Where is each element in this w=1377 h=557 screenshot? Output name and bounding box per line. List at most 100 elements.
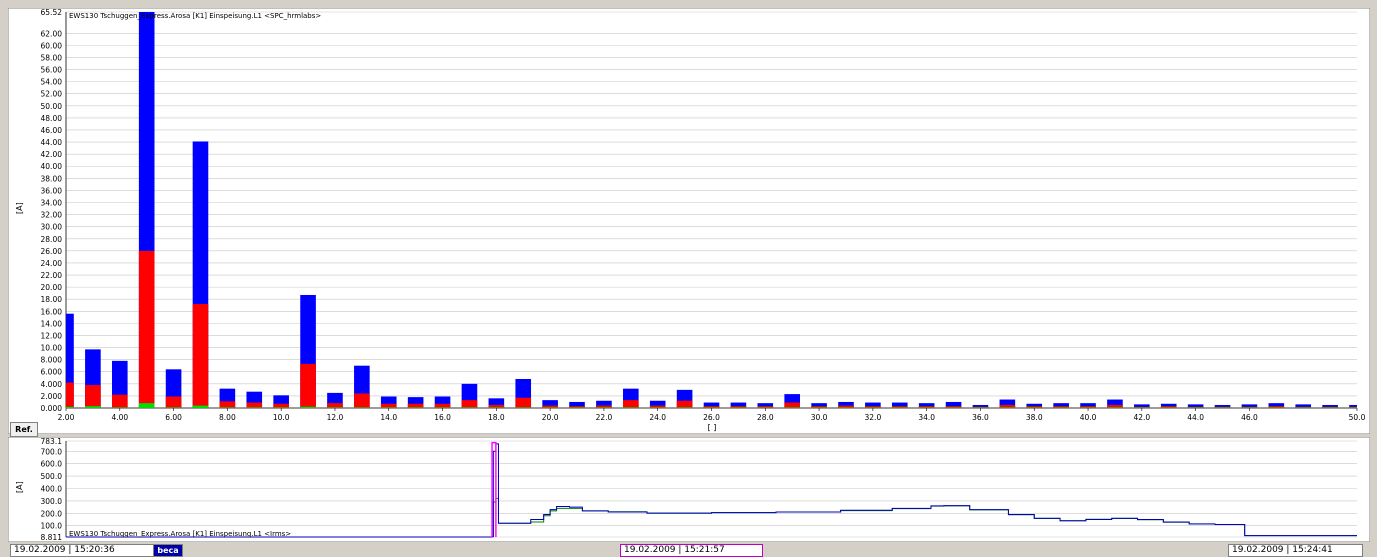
top-x-tick-label: 36.0 [972,413,989,422]
bottom-chart-y-label: [A] [15,481,24,493]
top-x-tick-label: 34.0 [918,413,935,422]
top-y-tick-label: 22.00 [41,271,63,280]
harmonic-bar-blue-22 [596,400,612,408]
bottom-y-tick-label: 500.0 [41,472,63,481]
top-x-tick-label: 2.00 [58,413,75,422]
top-y-tick-label: 8.000 [41,356,63,365]
harmonic-bar-red-33 [891,406,908,408]
harmonic-bar-blue-20 [542,400,558,408]
bottom-y-tick-label: 783.1 [41,437,63,446]
harmonic-bar-green-35 [945,407,962,408]
harmonic-bar-green-33 [891,407,908,408]
top-y-tick-label: 16.00 [41,307,63,316]
top-y-tick-label: 14.00 [41,319,63,328]
top-chart-y-label: [A] [15,202,24,214]
top-y-tick-label: 34.00 [41,199,63,208]
harmonic-bar-green-26 [703,407,720,408]
harmonic-bar-green-38 [1026,407,1043,408]
irms-line-blue [66,443,1357,538]
top-y-tick-label: 56.00 [41,66,63,75]
harmonic-bar-red-39 [1053,406,1069,408]
bottom-chart-lines [66,441,1357,538]
harmonic-bar-green-49 [1322,407,1338,408]
harmonic-bar-green-46 [1241,407,1258,408]
status-start-time: 19.02.2009 | 15:20:36 [10,544,155,557]
harmonic-bar-green-34 [918,407,935,408]
top-x-tick-label: 6.00 [165,413,182,422]
top-y-tick-label: 48.00 [41,114,63,123]
harmonic-bar-green-6 [165,407,182,408]
harmonic-bar-green-20 [542,407,558,408]
top-chart-bars [66,12,1357,408]
harmonic-bar-green-16 [434,407,451,408]
top-chart-x-ticks: 2.00 4.00 6.00 8.00 10.0 12.0 14.0 16.0 18.0 20.0… [58,408,1366,422]
harmonic-bar-green-5 [138,403,155,408]
harmonic-bar-blue-39 [1053,403,1069,408]
harmonic-bar-red-7 [192,304,209,408]
harmonic-bar-green-17 [461,407,478,408]
harmonics-bar-chart[interactable]: 65.5262.0060.0058.0056.0054.0052.0050.00… [8,8,1370,434]
status-cursor-time[interactable]: 19.02.2009 | 15:21:57 [620,544,763,557]
harmonic-bar-red-38 [1026,406,1043,408]
harmonic-bar-green-15 [407,407,424,408]
harmonic-bar-blue-24 [649,400,666,408]
harmonic-bar-green-36 [972,407,989,408]
harmonic-bar-red-25 [676,400,693,408]
harmonic-bar-blue-35 [945,401,962,408]
top-y-tick-label: 36.00 [41,186,63,195]
top-chart-x-label: [ ] [708,423,717,432]
harmonic-bar-blue-28 [757,403,774,408]
harmonic-bar-green-14 [380,407,397,408]
harmonic-bar-blue-26 [703,402,720,408]
top-y-tick-label: 38.00 [41,174,63,183]
bottom-y-tick-label: 100.0 [41,522,63,531]
bottom-y-tick-label: 8.811 [41,533,63,542]
top-chart-title: EWS130 Tschuggen_Express.Arosa [K1] Eins… [69,12,321,20]
bottom-y-tick-label: 600.0 [41,460,63,469]
top-x-tick-label: 14.0 [380,413,397,422]
harmonic-bar-blue-47 [1268,403,1285,408]
harmonic-bar-red-17 [461,400,478,408]
harmonic-bar-blue-44 [1187,404,1204,408]
harmonic-bar-red-28 [757,406,774,408]
harmonic-bar-red-4 [111,394,128,408]
harmonic-bar-green-40 [1080,407,1096,408]
harmonic-bar-blue-30 [811,403,827,408]
harmonic-bar-blue-32 [865,402,881,408]
bottom-chart-grid [65,440,1357,538]
harmonic-bar-red-5 [138,250,155,408]
harmonic-bar-red-12 [327,403,343,408]
ref-button[interactable]: Ref. [10,422,38,437]
top-x-tick-label: 44.0 [1187,413,1204,422]
top-x-tick-label: 18.0 [488,413,505,422]
harmonic-bar-red-8 [219,401,236,408]
top-y-tick-label: 2.000 [41,392,63,401]
top-x-tick-label: 46.0 [1241,413,1258,422]
harmonic-bar-green-32 [865,407,881,408]
top-chart-grid [65,11,1357,409]
harmonic-bar-red-18 [488,404,505,408]
status-end-time: 19.02.2009 | 15:24:41 [1228,544,1363,557]
harmonic-bar-green-7 [192,405,209,408]
harmonic-bar-green-30 [811,407,827,408]
top-x-tick-label: 20.0 [542,413,559,422]
harmonic-bar-green-50 [1349,407,1357,408]
harmonic-bar-blue-37 [999,399,1016,408]
top-y-tick-label: 0.000 [41,404,63,413]
harmonic-bar-red-13 [354,393,370,408]
harmonic-bar-red-9 [246,402,263,408]
harmonic-bar-green-43 [1160,407,1177,408]
harmonic-bar-green-44 [1187,407,1204,408]
top-y-tick-label: 60.00 [41,41,63,50]
top-chart-y-ticks: 65.52 62.00 60.00 58.00 56.00 54.00 52.00 50.00… [41,8,63,413]
harmonic-bar-blue-50 [1349,404,1357,408]
top-x-tick-label: 42.0 [1133,413,1150,422]
top-y-tick-label: 12.00 [41,331,63,340]
top-y-tick-label: 18.00 [41,295,63,304]
harmonic-bar-red-16 [434,403,451,408]
harmonic-bar-blue-34 [918,403,935,408]
harmonic-bar-green-19 [515,407,532,408]
top-y-tick-label: 4.000 [41,380,63,389]
